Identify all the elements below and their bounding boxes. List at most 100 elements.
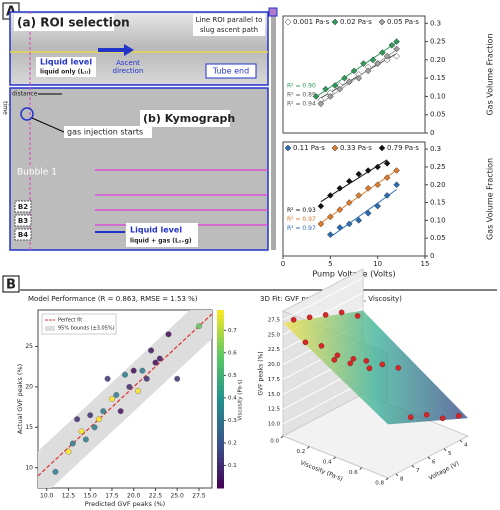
floor-pane: [281, 393, 470, 479]
z-tick-label: 20.0: [268, 362, 281, 368]
x-tick-label: 6: [432, 460, 436, 466]
point: [78, 428, 85, 435]
confidence-band: [38, 310, 212, 488]
colorbar-cell: [217, 416, 224, 422]
colorbar-cell: [217, 350, 224, 355]
liquid-level-label: Liquid level: [40, 58, 92, 67]
ascent-arrow: [98, 44, 134, 56]
label-box: [36, 57, 96, 77]
point: [156, 355, 163, 362]
colorbar-cell: [217, 425, 224, 431]
colorbar-cell: [217, 430, 224, 436]
colorbar-cell: [217, 443, 224, 449]
point: [148, 347, 155, 354]
point: [302, 339, 309, 346]
point: [104, 375, 111, 382]
roi-marker: [268, 7, 278, 17]
point: [363, 358, 370, 364]
point: [364, 184, 372, 192]
colorbar-tick-label: 0.4: [228, 395, 237, 401]
roi-note: slug ascent path: [200, 26, 258, 34]
y-tick-label: 0.2: [297, 449, 306, 455]
fit-surface: [283, 310, 468, 425]
y-tick-label: 20: [25, 383, 33, 390]
colorbar-cell: [217, 345, 224, 351]
colorbar-cell: [217, 465, 224, 471]
point: [383, 160, 391, 167]
point: [331, 357, 338, 363]
x-tick: [411, 465, 415, 468]
point: [195, 323, 202, 330]
legend-marker: [378, 18, 386, 26]
x-tick-label: 7: [416, 468, 420, 474]
label-box: [140, 110, 230, 127]
point: [355, 192, 363, 199]
callout-line: [31, 117, 65, 133]
x-tick: [459, 439, 463, 443]
colorbar-cell: [217, 434, 224, 440]
point: [322, 85, 329, 93]
x-axis-label: Predicted GVF peaks (%): [85, 500, 165, 508]
colorbar-cell: [217, 461, 224, 467]
kymograph-title: (b) Kymograph: [143, 112, 235, 125]
z-tick-label: 22.5: [268, 347, 281, 353]
y-tick-label: 0.3: [430, 145, 441, 153]
point: [388, 41, 396, 49]
point: [312, 93, 320, 100]
y-axis-label: Actual GVF peaks (%): [16, 364, 24, 434]
y-tick-label: 0.8: [375, 481, 384, 487]
point: [369, 56, 377, 64]
point: [338, 309, 345, 316]
colorbar-cell: [217, 376, 224, 382]
legend-label: 0.05 Pa·s: [387, 18, 419, 26]
time-label: time: [2, 101, 9, 115]
y-tick-label: 0.6: [349, 470, 358, 476]
x-tick-label: 10.0: [40, 493, 54, 500]
colorbar-cell: [217, 439, 224, 444]
colorbar-tick-label: 0.6: [228, 350, 237, 356]
point: [345, 78, 353, 86]
point: [366, 365, 373, 372]
point: [439, 415, 446, 422]
x-tick-label: 17.5: [105, 493, 119, 500]
y-tick: [359, 467, 363, 470]
point: [379, 49, 386, 56]
y-tick-label: 0: [430, 252, 434, 260]
point: [334, 352, 341, 359]
x-tick-label: 5: [448, 451, 452, 457]
y-tick-label: 0.4: [323, 460, 332, 466]
colorbar-cell: [217, 479, 224, 485]
colorbar-label: Viscosity (Pa·s): [238, 379, 244, 420]
y-tick-label: 0.20: [430, 181, 446, 189]
z-tick-label: 17.5: [268, 377, 281, 383]
point: [317, 202, 325, 210]
x-tick-label: 27.5: [192, 493, 206, 500]
point: [350, 67, 358, 75]
point: [350, 356, 357, 362]
point: [364, 67, 372, 75]
point: [326, 213, 334, 221]
point: [113, 391, 120, 398]
point: [130, 367, 137, 374]
y-tick-label: 25: [25, 343, 33, 350]
y-tick-label: 0.20: [430, 56, 446, 64]
point: [423, 412, 430, 418]
grid-line: [282, 277, 364, 321]
point: [322, 312, 329, 318]
plot-frame: [282, 141, 426, 257]
z-tick-label: 27.5: [268, 317, 281, 323]
point: [345, 220, 353, 228]
label-box: [64, 126, 152, 138]
colorbar-cell: [217, 447, 224, 453]
colorbar-cell: [217, 385, 224, 391]
colorbar-cell: [217, 390, 224, 396]
x-tick-label: 5: [328, 260, 332, 268]
colorbar-tick-label: 0.7: [228, 328, 237, 334]
x-tick-label: 15.0: [84, 493, 98, 500]
label-box: [205, 63, 257, 79]
z-axis-label: GVF peaks (%): [258, 351, 265, 395]
point: [108, 396, 115, 403]
x-tick-label: 10: [373, 260, 382, 268]
legend-marker: [331, 144, 339, 152]
